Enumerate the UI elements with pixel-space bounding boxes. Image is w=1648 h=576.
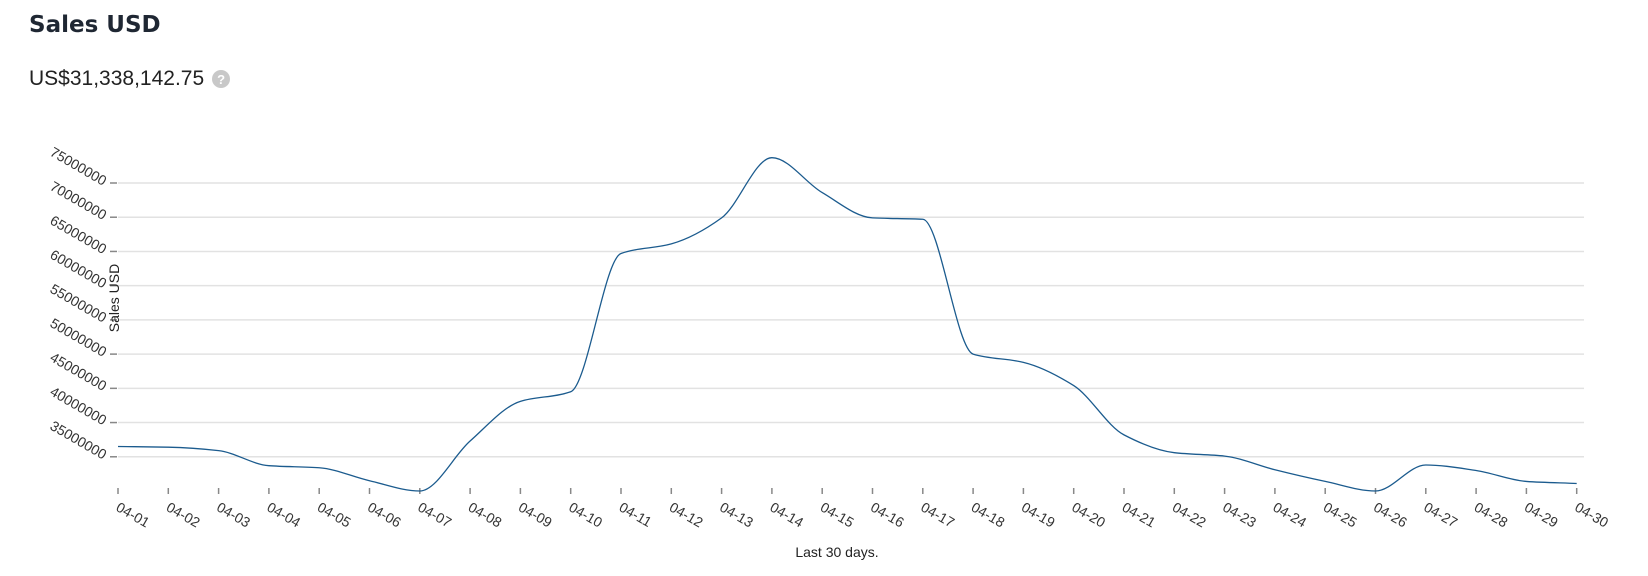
x-tick-label: 04-21 (1120, 499, 1159, 531)
x-tick-label: 04-22 (1170, 499, 1209, 531)
x-tick-label: 04-15 (818, 499, 857, 531)
x-tick-label: 04-26 (1371, 499, 1410, 531)
x-tick-label: 04-08 (466, 499, 505, 531)
x-tick-label: 04-29 (1522, 499, 1561, 531)
x-tick-label: 04-14 (767, 499, 806, 531)
x-tick-label: 04-07 (415, 499, 454, 531)
page-title: Sales USD (29, 12, 161, 38)
question-circle-icon[interactable]: ? (212, 70, 231, 88)
x-tick-label: 04-20 (1069, 499, 1108, 531)
x-tick-label: 04-24 (1270, 499, 1309, 531)
x-tick-label: 04-25 (1321, 499, 1360, 531)
x-tick-label: 04-10 (566, 499, 605, 531)
x-axis: 04-01 04-02 04-03 04-04 04-05 04-06 04-07 04-08… (114, 488, 1611, 531)
x-tick-label: 04-06 (365, 499, 404, 531)
x-tick-label: 04-27 (1421, 499, 1460, 531)
sales-line (117, 157, 1577, 492)
x-tick-label: 04-02 (164, 499, 203, 531)
x-tick-label: 04-05 (315, 499, 354, 531)
gridlines (118, 182, 1584, 458)
x-tick-label: 04-17 (918, 499, 957, 531)
x-tick-label: 04-03 (214, 499, 253, 531)
total-sales: US$31,338,142.75 ? (29, 67, 231, 91)
x-tick-label: 04-13 (717, 499, 756, 531)
x-tick-label: 04-04 (264, 499, 303, 531)
x-tick-label: 04-09 (516, 499, 555, 531)
y-axis-title: Sales USD (106, 264, 122, 332)
x-tick-label: 04-18 (969, 499, 1008, 531)
x-axis-title: Last 30 days. (795, 544, 878, 560)
x-tick-label: 04-12 (667, 499, 706, 531)
x-tick-label: 04-23 (1220, 499, 1259, 531)
x-tick-label: 04-19 (1019, 499, 1058, 531)
x-tick-label: 04-30 (1572, 499, 1611, 531)
x-tick-label: 04-11 (617, 499, 655, 530)
total-sales-value: US$31,338,142.75 (29, 67, 205, 90)
x-tick-label: 04-01 (114, 499, 153, 531)
x-tick-label: 04-16 (868, 499, 907, 531)
x-tick-label: 04-28 (1472, 499, 1511, 531)
